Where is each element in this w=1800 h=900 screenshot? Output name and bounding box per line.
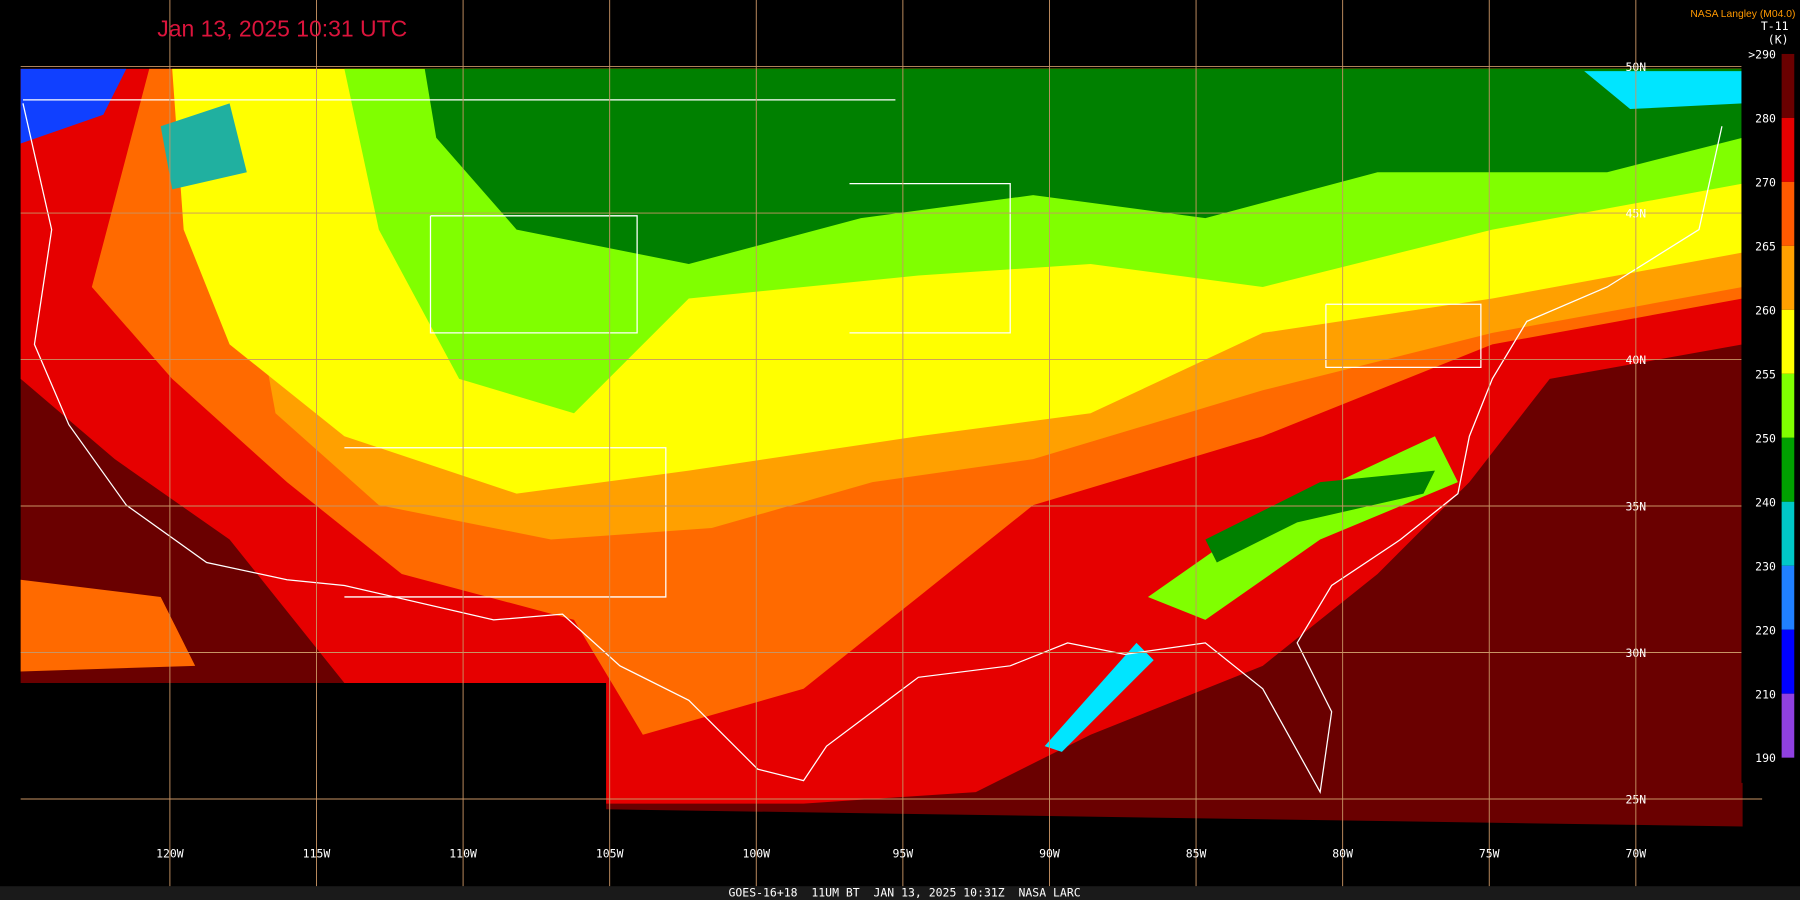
colorbar-segment [1781,565,1795,630]
image-cyan-streak [1044,642,1154,752]
image-pacific-cloud [20,579,196,672]
image-cyan [1584,71,1743,110]
colorbar-tick-label: 270 [1755,175,1776,189]
colorbar-tick-label: 265 [1755,239,1776,253]
colorbar-tick-label: 230 [1755,559,1776,573]
colorbar-tick-label: 255 [1755,367,1776,381]
image-band-se-dark [1205,470,1435,563]
colorbar-title: T-11 [1761,19,1789,33]
colorbar-segment [1781,437,1795,502]
colorbar: >290 280 270 265 260 255 250 240 230 220 210 190 [1748,48,1795,765]
state-lines [849,183,1011,334]
colorbar-tick-label: 250 [1755,431,1776,445]
colorbar-tick-label: 190 [1755,751,1776,765]
colorbar-segment [1781,245,1795,310]
longitude-label: 90W [1039,847,1060,861]
state-lines [429,215,638,334]
colorbar-tick-label: >290 [1748,48,1776,62]
longitude-label: 115W [303,847,331,861]
timestamp: Jan 13, 2025 10:31 UTC [157,16,407,42]
colorbar-segment [1781,501,1795,566]
colorbar-tick-label: 220 [1755,623,1776,637]
image-teal [160,103,247,190]
colorbar-segment [1781,309,1795,374]
state-lines [1325,303,1482,368]
longitude-label: 105W [596,847,624,861]
colorbar-segment [1781,117,1795,182]
footer-bar [0,886,1800,900]
longitude-label: 80W [1332,847,1353,861]
colorbar-tick-label: 280 [1755,112,1776,126]
colorbar-segment [1781,693,1795,758]
colorbar-tick-label: 240 [1755,495,1776,509]
image-green [424,68,1743,265]
borders [22,99,1723,795]
imagery [20,68,1743,827]
footer-text: GOES-16+18 11UM BT JAN 13, 2025 10:31Z N… [729,886,1081,900]
longitude-label: 120W [156,847,184,861]
us-coast-outline [22,103,1723,795]
colorbar-segment [1781,53,1795,118]
longitude-label: 85W [1186,847,1207,861]
colorbar-segment [1781,629,1795,694]
state-lines [344,447,667,598]
image-blue [20,68,127,144]
credit: NASA Langley (M04.0) [1690,9,1795,20]
colorbar-segment [1781,181,1795,246]
colorbar-tick-label: 260 [1755,303,1776,317]
longitude-label: 100W [742,847,770,861]
colorbar-tick-label: 210 [1755,687,1776,701]
longitude-label: 70W [1625,847,1646,861]
longitude-label: 95W [893,847,914,861]
colorbar-unit: (K) [1768,33,1789,47]
longitude-label: 110W [449,847,477,861]
colorbar-segment [1781,373,1795,438]
longitude-label: 75W [1479,847,1500,861]
